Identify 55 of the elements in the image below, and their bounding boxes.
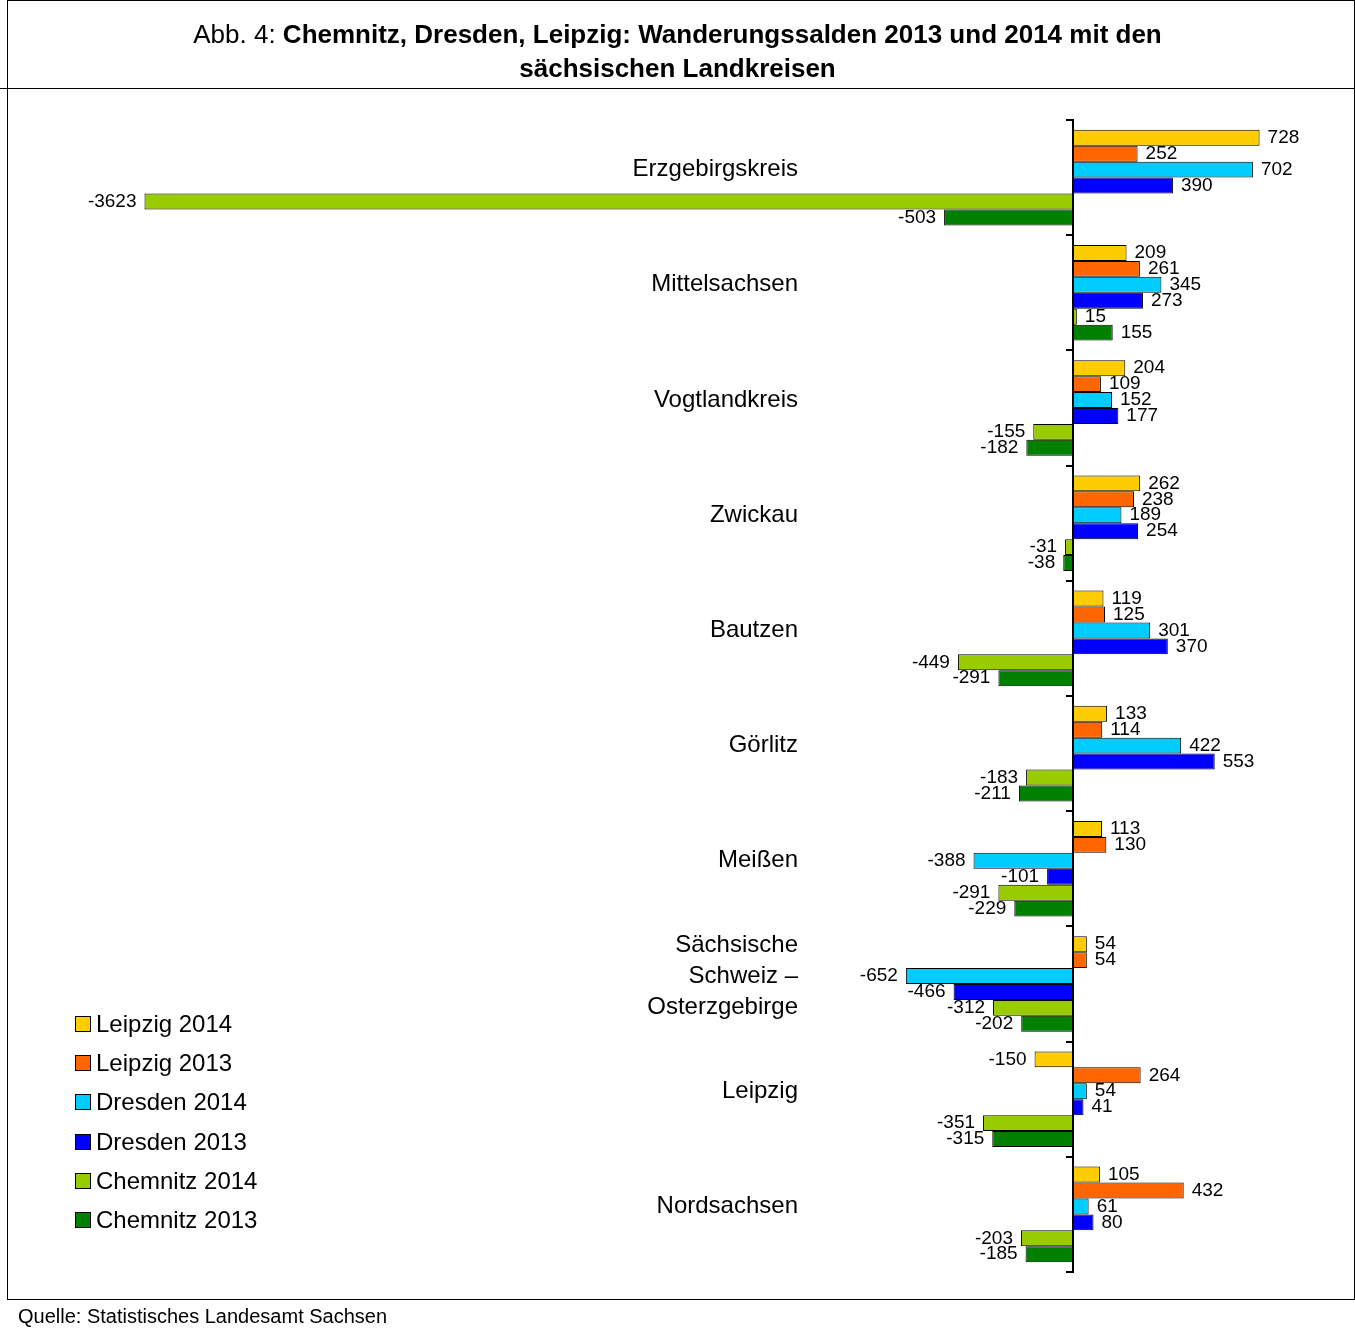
data-label: 553 — [1222, 749, 1255, 771]
data-label: 254 — [1146, 519, 1179, 541]
data-label: 432 — [1191, 1178, 1224, 1200]
data-label: 119 — [1111, 586, 1142, 608]
y-tick-label: Mittelsachsen — [651, 269, 798, 297]
legend-label: Leipzig 2014 — [96, 1009, 233, 1038]
y-tick-label: Görlitz — [728, 730, 798, 758]
data-label: 273 — [1150, 289, 1183, 310]
data-label: 702 — [1260, 157, 1293, 179]
data-label: 262 — [1148, 471, 1180, 493]
legend-label: Leipzig 2013 — [96, 1048, 233, 1077]
data-label: 61 — [1096, 1194, 1118, 1216]
data-label: 133 — [1115, 701, 1147, 723]
data-label: -150 — [988, 1047, 1027, 1069]
data-label: -291 — [952, 880, 991, 902]
data-label: 105 — [1107, 1162, 1140, 1184]
legend-label: Chemnitz 2014 — [96, 1166, 258, 1195]
data-label: -182 — [980, 436, 1019, 458]
legend-label: Chemnitz 2013 — [96, 1206, 258, 1235]
legend-label: Dresden 2014 — [96, 1088, 247, 1117]
data-label: -652 — [859, 964, 898, 986]
data-label: -291 — [952, 666, 991, 688]
data-label: 41 — [1091, 1095, 1113, 1117]
data-label: 252 — [1145, 141, 1178, 163]
y-tick-label: Meißen — [717, 845, 798, 873]
data-label: -315 — [946, 1127, 985, 1149]
y-tick-label: Bautzen — [709, 615, 798, 643]
data-label: -3623 — [87, 189, 137, 211]
y-tick-label: Erzgebirgskreis — [632, 154, 798, 182]
data-label: -466 — [907, 980, 946, 1002]
data-label: -38 — [1027, 551, 1056, 573]
data-label: -101 — [1001, 865, 1040, 886]
y-tick-label: Zwickau — [709, 499, 798, 527]
data-label: 264 — [1148, 1063, 1181, 1085]
data-label: 130 — [1114, 833, 1147, 855]
data-label: 15 — [1084, 304, 1106, 326]
data-label: -449 — [911, 650, 950, 672]
data-label: 54 — [1094, 948, 1117, 970]
y-tick-label: Leipzig — [721, 1075, 798, 1103]
data-label: -202 — [975, 1012, 1014, 1034]
data-label: 155 — [1120, 320, 1153, 342]
data-label: 422 — [1189, 733, 1221, 755]
data-label: 390 — [1180, 173, 1213, 195]
data-label: -183 — [980, 765, 1019, 787]
data-label: -388 — [927, 849, 966, 871]
source-note: Quelle: Statistisches Landesamt Sachsen — [18, 1305, 388, 1328]
y-tick-label: Vogtlandkreis — [653, 384, 798, 412]
data-label: 301 — [1158, 618, 1190, 640]
data-label: -503 — [898, 205, 937, 227]
legend-label: Dresden 2013 — [96, 1127, 247, 1156]
y-tick-label: Nordsachsen — [656, 1191, 798, 1219]
chart-title: Abb. 4: Chemnitz, Dresden, Leipzig: Wanderungssalden 2013 und 2014 mit den sächsischen Landkreisen — [0, 0, 1355, 89]
data-label: 177 — [1126, 404, 1159, 426]
y-tick-label: Sächsische Schweiz – Osterzgebirge — [647, 929, 799, 1019]
data-label: 728 — [1267, 125, 1300, 147]
